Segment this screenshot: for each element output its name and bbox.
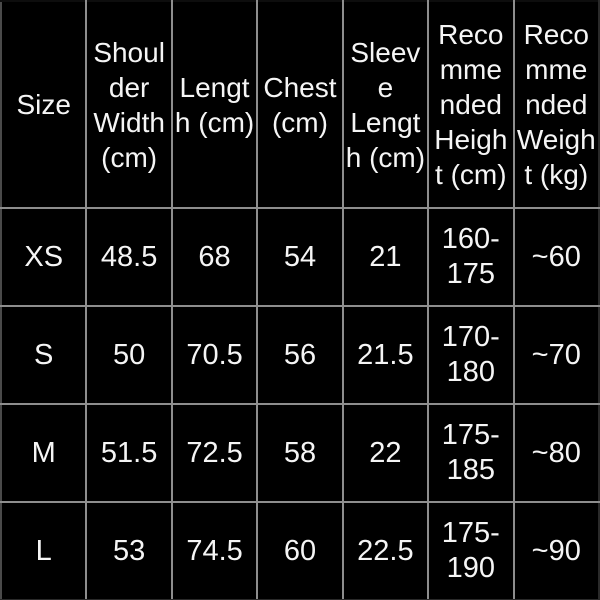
- table-row-s: S 50 70.5 56 21.5 170-180 ~70: [0, 305, 600, 405]
- cell-recommended-height: 175-185: [427, 403, 515, 503]
- cell-chest: 56: [256, 305, 344, 405]
- cell-size: S: [0, 305, 88, 405]
- header-cell-length: Lengt h (cm): [170, 0, 259, 209]
- cell-length: 72.5: [170, 403, 259, 503]
- cell-shoulder-width: 53: [85, 501, 173, 600]
- cell-shoulder-width: 51.5: [85, 403, 173, 503]
- cell-recommended-height: 170-180: [427, 305, 515, 405]
- cell-recommended-weight: ~80: [512, 403, 600, 503]
- size-chart-header: Size Shoul der Width (cm) Lengt h (cm) C…: [0, 0, 600, 209]
- cell-size: L: [0, 501, 88, 600]
- cell-shoulder-width: 50: [85, 305, 173, 405]
- cell-shoulder-width: 48.5: [85, 207, 173, 307]
- cell-chest: 60: [256, 501, 344, 600]
- header-cell-chest: Chest (cm): [256, 0, 344, 209]
- cell-size: XS: [0, 207, 88, 307]
- header-cell-recommended-height: Reco mme nded Heigh t (cm): [427, 0, 515, 209]
- cell-length: 74.5: [170, 501, 259, 600]
- cell-chest: 58: [256, 403, 344, 503]
- cell-recommended-weight: ~70: [512, 305, 600, 405]
- cell-sleeve-length: 21.5: [341, 305, 430, 405]
- cell-size: M: [0, 403, 88, 503]
- table-row-xs: XS 48.5 68 54 21 160-175 ~60: [0, 207, 600, 307]
- header-cell-recommended-weight: Reco mme nded Weigh t (kg): [512, 0, 600, 209]
- header-row: Size Shoul der Width (cm) Lengt h (cm) C…: [0, 0, 600, 209]
- cell-recommended-weight: ~90: [512, 501, 600, 600]
- header-cell-size: Size: [0, 0, 88, 209]
- cell-sleeve-length: 22.5: [341, 501, 430, 600]
- cell-recommended-height: 175-190: [427, 501, 515, 600]
- cell-length: 70.5: [170, 305, 259, 405]
- cell-recommended-weight: ~60: [512, 207, 600, 307]
- table-row-m: M 51.5 72.5 58 22 175-185 ~80: [0, 403, 600, 503]
- header-cell-shoulder-width: Shoul der Width (cm): [85, 0, 173, 209]
- table-row-l: L 53 74.5 60 22.5 175-190 ~90: [0, 501, 600, 600]
- size-chart-body: XS 48.5 68 54 21 160-175 ~60 S 50 70.5 5…: [0, 207, 600, 600]
- cell-sleeve-length: 21: [341, 207, 430, 307]
- cell-sleeve-length: 22: [341, 403, 430, 503]
- cell-chest: 54: [256, 207, 344, 307]
- cell-length: 68: [170, 207, 259, 307]
- header-cell-sleeve-length: Sleev e Lengt h (cm): [341, 0, 430, 209]
- cell-recommended-height: 160-175: [427, 207, 515, 307]
